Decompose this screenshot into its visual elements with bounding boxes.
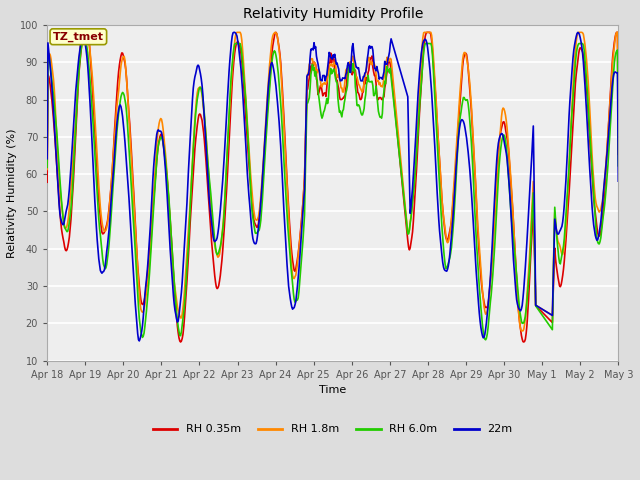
X-axis label: Time: Time xyxy=(319,385,346,395)
Title: Relativity Humidity Profile: Relativity Humidity Profile xyxy=(243,7,423,21)
Text: TZ_tmet: TZ_tmet xyxy=(53,32,104,42)
Legend: RH 0.35m, RH 1.8m, RH 6.0m, 22m: RH 0.35m, RH 1.8m, RH 6.0m, 22m xyxy=(148,420,517,439)
Y-axis label: Relativity Humidity (%): Relativity Humidity (%) xyxy=(7,128,17,258)
